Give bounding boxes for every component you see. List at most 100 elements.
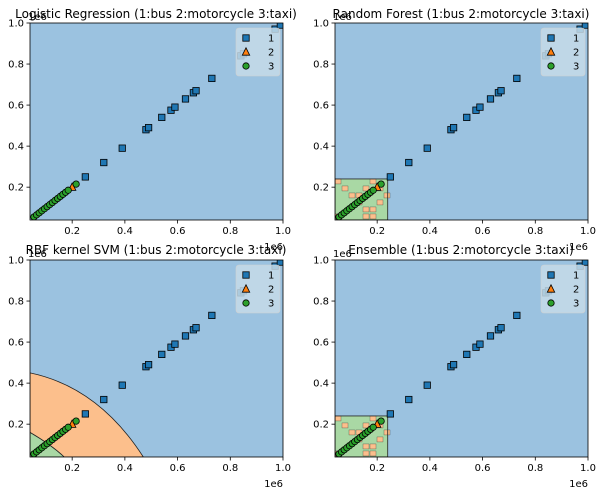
data-point-class-1 [208,74,216,83]
x-tick-label: 0.4 [117,463,133,474]
y-tick-label: 0.8 [313,60,329,71]
legend-marker-class-3 [242,299,250,307]
x-tick-label: 0.4 [422,463,438,474]
x-tick-label: 0.8 [222,226,238,237]
legend-label: 2 [573,48,579,59]
data-point-class-3 [369,186,377,194]
legend-label: 1 [573,34,579,45]
legend-marker-class-3 [547,299,555,307]
data-point-class-1 [405,395,413,404]
y-offset-label: 1e6 [333,12,352,23]
axes: 0.2 0.2 0.4 0.4 0.6 0.6 0.8 0.8 1.0 1.0 1e6 1e6 1 2 3 [313,12,596,253]
y-tick-label: 0.4 [313,142,329,153]
y-tick-label: 0.4 [8,379,24,390]
data-point-class-1 [405,158,413,167]
chart-title: Logistic Regression (1:bus 2:motorcycle … [15,7,297,21]
legend-marker-class-2 [241,46,251,56]
data-point-class-1 [449,124,458,132]
data-point-class-3 [72,417,80,425]
data-point-class-3 [64,186,72,194]
data-point-class-1 [513,74,521,83]
data-point-class-1 [144,361,153,369]
x-tick-label: 0.8 [527,463,543,474]
legend-label: 2 [268,285,274,296]
y-tick-label: 0.2 [313,420,329,431]
x-tick-label: 0.4 [117,226,133,237]
data-point-class-1 [449,361,458,369]
data-point-class-1 [486,95,495,103]
data-point-class-1 [581,260,588,266]
legend-label: 1 [573,271,579,282]
plot-frame [334,259,589,458]
data-point-class-1 [192,324,200,332]
data-point-class-3 [377,417,385,425]
data-point-class-1 [192,87,200,95]
y-offset-label: 1e6 [333,249,352,260]
x-tick-label: 0.2 [369,463,385,474]
x-tick-label: 1.0 [275,226,291,237]
legend-label: 3 [573,62,579,73]
legend: 1 2 3 [235,264,281,314]
plot-frame [29,22,284,221]
x-tick-label: 0.6 [475,463,491,474]
data-point-class-1 [581,23,588,29]
axes: 0.2 0.2 0.4 0.4 0.6 0.6 0.8 0.8 1.0 1.0 1e6 1e6 1 2 3 [313,249,596,490]
legend-marker-class-2 [546,283,556,293]
panel-rbf-svm: 0.20.20.40.40.60.60.80.81.01.01e61e6123 … [8,243,291,490]
data-point-class-1 [100,395,108,404]
x-tick-label: 1.0 [580,226,596,237]
data-point-class-1 [486,332,495,340]
legend-marker-class-3 [242,62,250,70]
x-tick-label: 0.8 [222,463,238,474]
x-tick-label: 1.0 [275,463,291,474]
chart-title: Ensemble (1:bus 2:motorcycle 3:taxi) [348,243,573,257]
data-point-class-1 [276,260,283,266]
y-tick-label: 0.8 [313,297,329,308]
legend-marker-class-1 [547,271,555,279]
axes: 0.2 0.2 0.4 0.4 0.6 0.6 0.8 0.8 1.0 1.0 1e6 1e6 1 2 3 [8,12,291,253]
legend-label: 2 [573,285,579,296]
y-tick-label: 0.6 [313,338,329,349]
data-point-class-1 [171,340,179,348]
data-point-class-1 [158,350,166,358]
data-point-class-3 [64,423,72,431]
legend-label: 3 [268,299,274,310]
plot-frame [334,22,589,221]
panel-logistic-regression: 0.20.20.40.40.60.60.80.81.01.01e61e6123 … [8,7,297,253]
data-point-class-1 [476,103,484,111]
y-tick-label: 0.4 [8,142,24,153]
panel-random-forest: 0.20.20.40.40.60.60.80.81.01.01e61e6123 … [313,7,596,253]
panel-ensemble: 0.20.20.40.40.60.60.80.81.01.01e61e6123 … [313,243,596,490]
data-point-class-1 [463,113,471,121]
y-tick-label: 0.6 [8,338,24,349]
data-points [335,260,588,457]
x-tick-label: 0.2 [369,226,385,237]
legend-label: 1 [268,271,274,282]
y-offset-label: 1e6 [28,249,47,260]
y-tick-label: 0.2 [313,183,329,194]
legend-label: 2 [268,48,274,59]
x-tick-label: 0.4 [422,226,438,237]
y-tick-label: 0.8 [8,60,24,71]
y-tick-label: 0.8 [8,297,24,308]
axes: 0.2 0.2 0.4 0.4 0.6 0.6 0.8 0.8 1.0 1.0 1e6 1e6 1 2 3 [8,249,291,490]
legend-label: 3 [573,299,579,310]
data-point-class-1 [118,144,126,152]
legend-marker-class-2 [241,283,251,293]
legend-marker-class-2 [546,46,556,56]
data-point-class-1 [171,103,179,111]
data-point-class-3 [377,180,385,188]
data-point-class-3 [369,423,377,431]
legend: 1 2 3 [540,27,586,77]
legend: 1 2 3 [235,27,281,77]
data-point-class-1 [158,113,166,121]
x-offset-label: 1e6 [569,242,588,253]
y-tick-label: 0.4 [313,379,329,390]
data-point-class-1 [144,124,153,132]
region-boundary [335,415,389,457]
legend-marker-class-1 [242,34,250,42]
data-point-class-1 [181,95,190,103]
data-point-class-1 [497,87,505,95]
y-tick-label: 1.0 [313,19,329,30]
